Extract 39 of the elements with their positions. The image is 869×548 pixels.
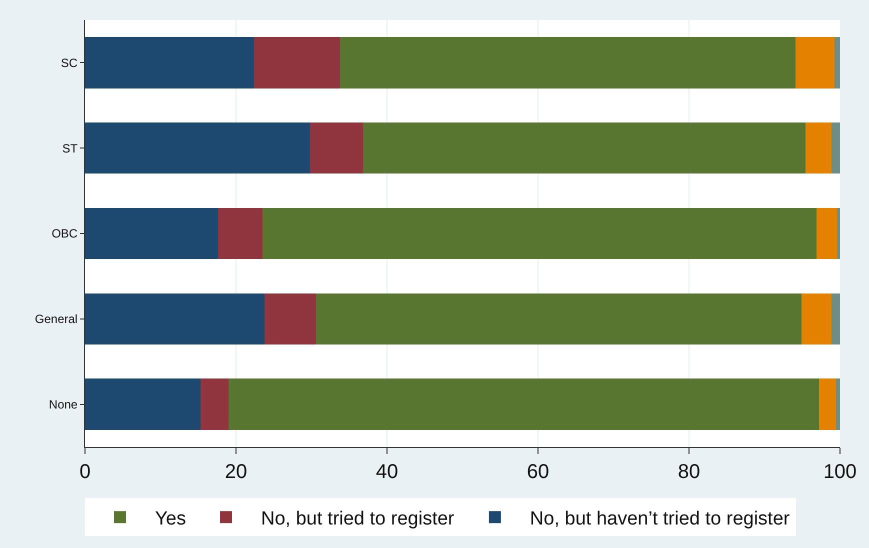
bar — [832, 293, 840, 345]
x-tick-label: 100 — [823, 461, 857, 483]
x-tick-label: 20 — [224, 461, 248, 483]
bar — [85, 37, 254, 88]
y-tick-label: None — [48, 398, 78, 412]
bar — [254, 37, 340, 88]
y-tick-label: General — [34, 312, 78, 326]
bar — [816, 208, 837, 260]
bar — [264, 293, 316, 345]
bar — [795, 37, 835, 88]
x-tick-label: 60 — [526, 461, 550, 483]
bar — [832, 122, 840, 174]
bar — [85, 208, 218, 260]
bar — [200, 378, 228, 430]
bar — [802, 293, 832, 345]
y-tick-label: ST — [62, 141, 78, 156]
bar — [834, 37, 840, 88]
x-tick-label: 40 — [376, 461, 398, 483]
y-tick-label: SC — [60, 56, 78, 70]
x-tick-label: 0 — [79, 461, 91, 483]
bar — [85, 122, 310, 174]
bar — [836, 378, 840, 430]
bar — [316, 293, 802, 345]
bar — [362, 122, 806, 174]
bar — [262, 208, 817, 260]
bar — [85, 293, 265, 345]
bar — [310, 122, 363, 174]
bar — [805, 122, 832, 174]
bar — [85, 378, 201, 430]
y-tick-label: OBC — [52, 226, 78, 241]
bar — [818, 378, 836, 430]
bar — [340, 37, 796, 88]
bar — [836, 208, 840, 260]
bar — [218, 208, 262, 260]
x-tick-label: 80 — [678, 461, 700, 483]
legend-label: Yes — [155, 508, 186, 530]
legend-label: No, but haven’t tried to register — [530, 508, 790, 530]
legend-label: No, but tried to register — [261, 508, 455, 530]
bar — [228, 378, 819, 430]
